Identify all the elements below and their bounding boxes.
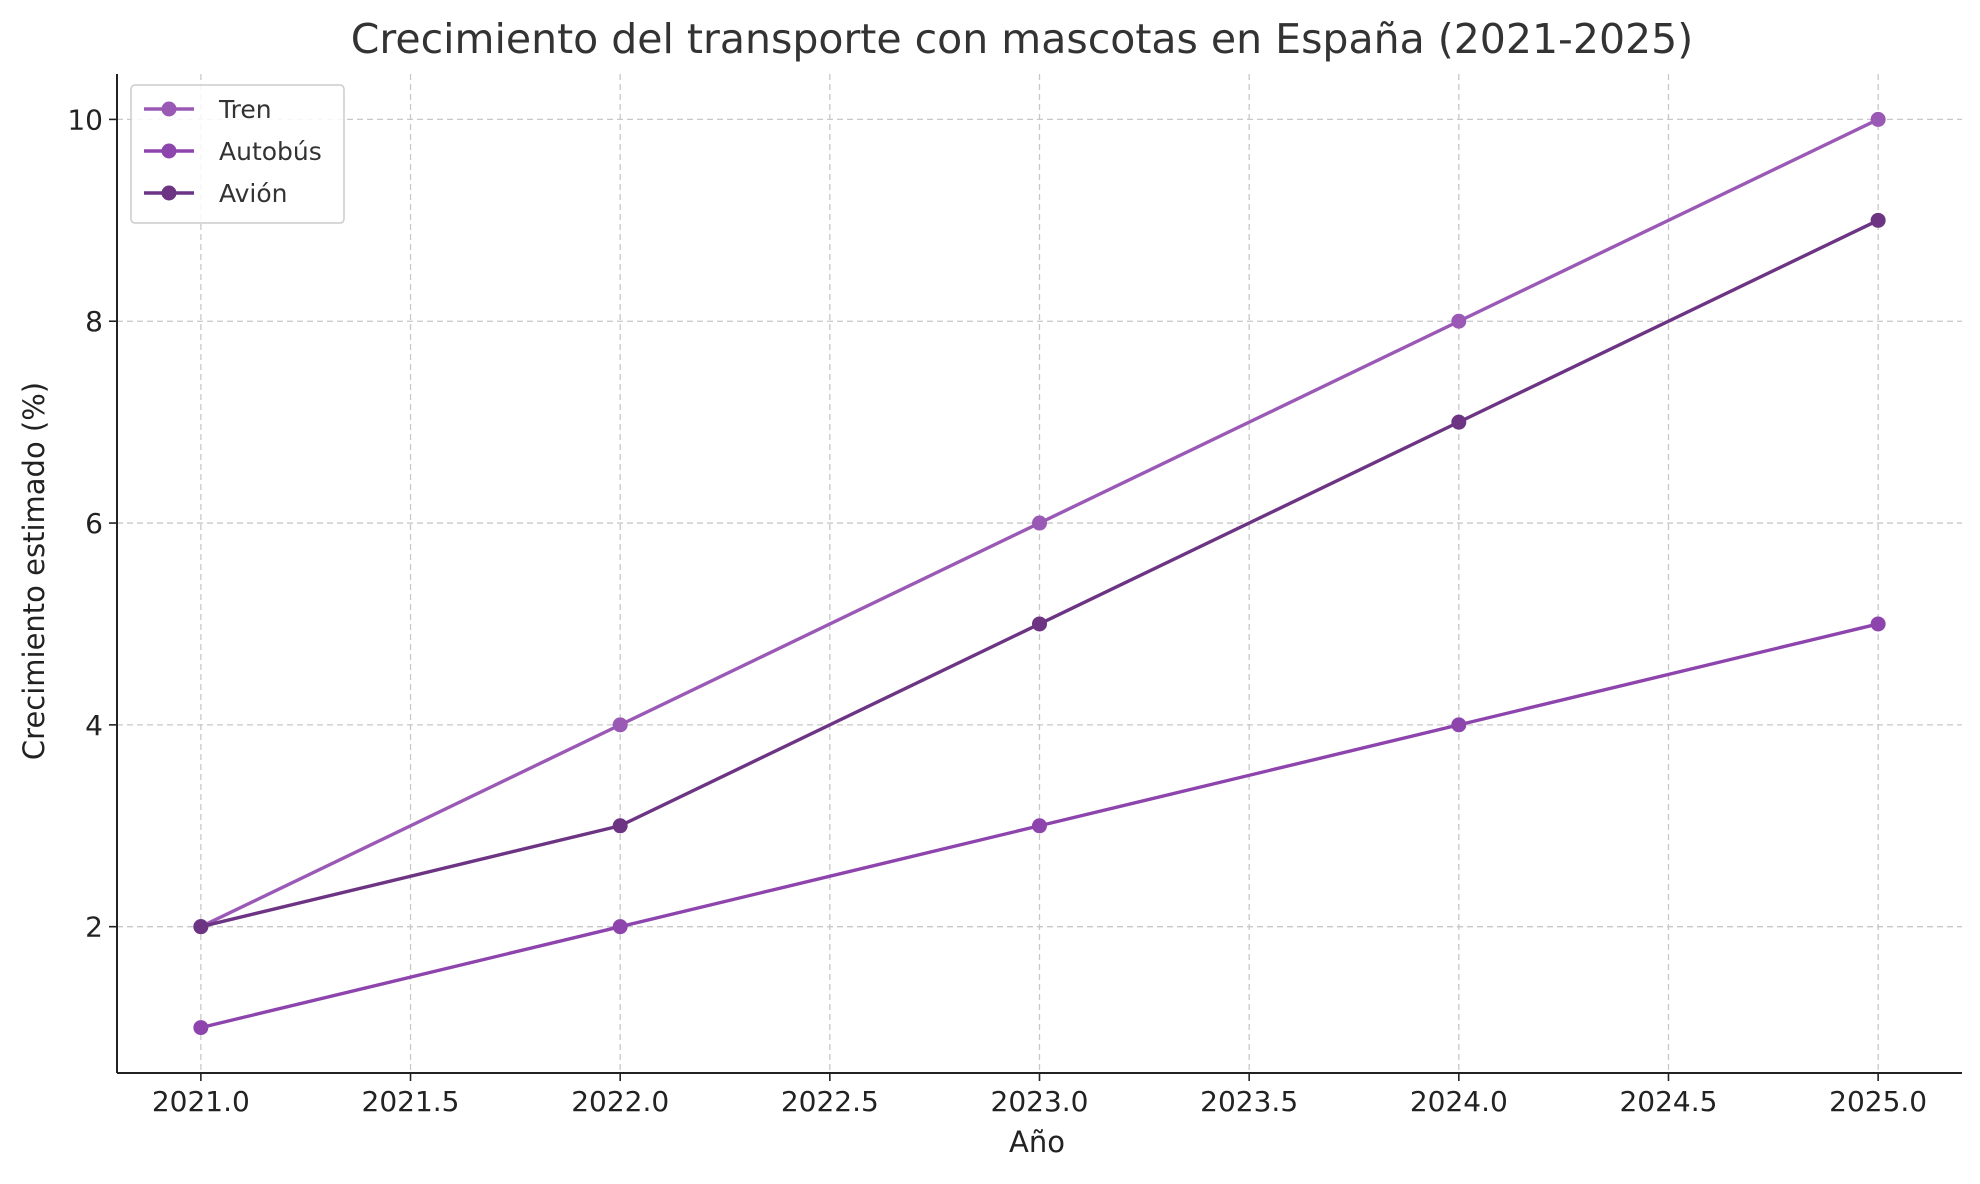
y-tick-label: 4 (85, 709, 103, 742)
data-point-tren (1032, 515, 1047, 531)
y-tick-label: 2 (85, 911, 103, 944)
series-autobus (193, 616, 1886, 1036)
x-tick-label: 2021.0 (152, 1085, 250, 1118)
chart-title: Crecimiento del transporte con mascotas … (351, 15, 1693, 63)
legend: Tren Autobús Avión (130, 84, 345, 224)
grid (117, 74, 1962, 1073)
y-tick-label: 6 (85, 507, 103, 540)
y-axis-label: Crecimiento estimado (%) (17, 382, 51, 760)
y-tick-label: 10 (67, 103, 103, 136)
legend-marker-avion (161, 185, 177, 201)
x-tick-label: 2024.5 (1619, 1085, 1717, 1118)
data-point-avion (1870, 212, 1886, 228)
data-point-autobus (1451, 717, 1467, 733)
x-axis-label: Año (1009, 1125, 1065, 1159)
series-avion (193, 212, 1886, 935)
data-point-autobus (612, 919, 628, 935)
data-point-tren (1451, 313, 1467, 329)
x-tick-label: 2024.0 (1410, 1085, 1508, 1118)
data-point-avion (612, 818, 628, 834)
data-point-autobus (193, 1020, 209, 1036)
legend-box (130, 84, 345, 224)
x-tick-label: 2025.0 (1829, 1085, 1927, 1118)
data-point-autobus (1032, 818, 1047, 834)
y-tick-label: 8 (85, 305, 103, 338)
x-tick-label: 2022.5 (781, 1085, 879, 1118)
axes: 2021.0 2021.5 2022.0 2022.5 2023.0 2023.5 2024… (67, 74, 1962, 1118)
legend-label-autobus: Autobús (219, 137, 322, 166)
data-point-avion (193, 919, 209, 935)
legend-marker-tren (161, 101, 177, 117)
data-point-autobus (1870, 616, 1886, 632)
data-point-tren (1870, 111, 1886, 127)
legend-label-avion: Avión (219, 179, 288, 208)
series-lines (193, 111, 1886, 1036)
data-point-tren (612, 717, 628, 733)
legend-label-tren: Tren (218, 95, 272, 124)
x-tick-label: 2023.5 (1200, 1085, 1298, 1118)
legend-marker-autobus (161, 143, 177, 159)
x-tick-label: 2023.0 (991, 1085, 1089, 1118)
x-tick-label: 2022.0 (571, 1085, 669, 1118)
data-point-avion (1032, 616, 1047, 632)
x-tick-label: 2021.5 (362, 1085, 460, 1118)
data-point-avion (1451, 414, 1467, 430)
